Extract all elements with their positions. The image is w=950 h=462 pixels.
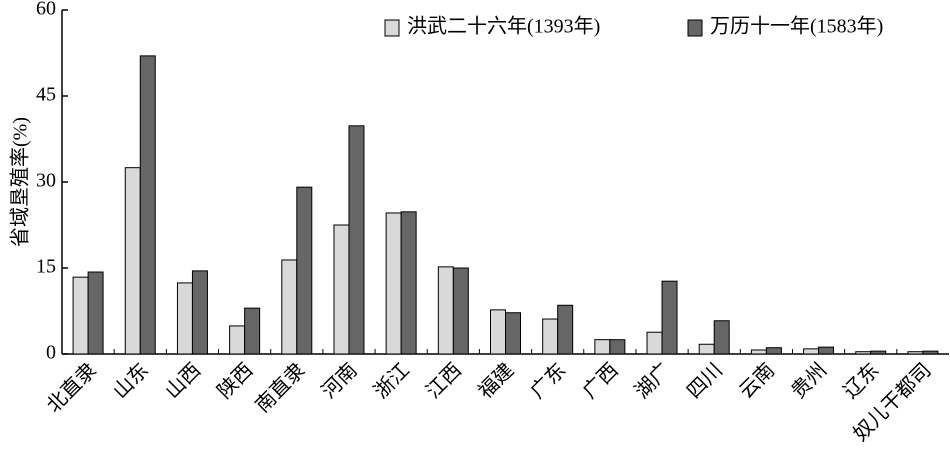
bar bbox=[296, 186, 313, 355]
bar bbox=[244, 307, 261, 355]
x-tick-label: 江西 bbox=[422, 359, 467, 404]
bar bbox=[87, 271, 104, 355]
x-tick-label: 福建 bbox=[474, 359, 519, 404]
bar bbox=[922, 350, 939, 355]
bar bbox=[281, 259, 298, 355]
bar bbox=[490, 309, 506, 355]
x-tick-label: 南直隶 bbox=[251, 359, 310, 418]
y-tick-label: 45 bbox=[36, 84, 56, 106]
y-tick-label: 30 bbox=[36, 170, 56, 192]
bar bbox=[191, 270, 208, 355]
bar bbox=[333, 224, 350, 355]
x-tick-label: 北直隶 bbox=[42, 359, 101, 418]
bar bbox=[870, 350, 887, 355]
bar bbox=[907, 351, 924, 355]
legend-label: 万历十一年(1583年) bbox=[710, 15, 883, 38]
x-tick-label: 贵州 bbox=[787, 359, 832, 404]
bar bbox=[855, 351, 872, 355]
bar bbox=[818, 346, 835, 355]
bar bbox=[609, 339, 626, 355]
bar bbox=[803, 348, 820, 355]
x-tick-label: 山东 bbox=[109, 359, 154, 404]
x-tick-label: 广西 bbox=[578, 359, 623, 404]
x-tick-label: 陕西 bbox=[213, 359, 258, 404]
x-tick-label: 广东 bbox=[526, 359, 571, 404]
y-tick-label: 15 bbox=[36, 256, 56, 278]
x-tick-label: 河南 bbox=[317, 359, 362, 404]
bar bbox=[437, 266, 454, 355]
bar bbox=[139, 55, 156, 355]
legend-label: 洪武二十六年(1393年) bbox=[407, 15, 600, 38]
bar bbox=[594, 339, 611, 355]
bar bbox=[646, 331, 663, 355]
bar bbox=[765, 347, 782, 355]
bar bbox=[385, 212, 402, 355]
bar bbox=[505, 312, 521, 355]
bar bbox=[229, 325, 246, 355]
bar bbox=[542, 318, 559, 355]
y-tick-label: 60 bbox=[36, 0, 56, 20]
x-tick-label: 湖广 bbox=[630, 359, 675, 404]
bar bbox=[400, 211, 417, 355]
y-tick-label: 0 bbox=[46, 342, 56, 364]
x-tick-label: 浙江 bbox=[369, 359, 414, 404]
bar bbox=[124, 167, 141, 355]
x-tick-label: 四川 bbox=[683, 359, 727, 403]
y-axis-label: 省域垦殖率(%) bbox=[9, 117, 32, 247]
bar bbox=[557, 304, 574, 355]
bar bbox=[713, 320, 730, 355]
x-tick-label: 山西 bbox=[161, 359, 206, 404]
bar bbox=[348, 125, 365, 355]
bar bbox=[176, 282, 193, 355]
bar bbox=[750, 349, 767, 355]
legend-swatch bbox=[687, 19, 703, 37]
legend-swatch bbox=[384, 19, 400, 37]
bar bbox=[698, 343, 715, 355]
bar bbox=[661, 280, 678, 355]
bar bbox=[452, 267, 469, 355]
x-tick-label: 云南 bbox=[735, 359, 780, 404]
bar bbox=[72, 276, 89, 355]
x-tick-label: 辽东 bbox=[839, 359, 884, 404]
